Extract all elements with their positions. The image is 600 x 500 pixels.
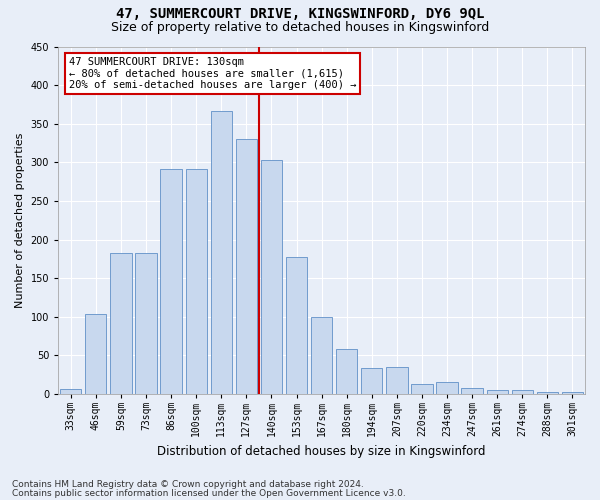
Bar <box>261 160 282 394</box>
Bar <box>110 254 131 394</box>
Text: Contains HM Land Registry data © Crown copyright and database right 2024.: Contains HM Land Registry data © Crown c… <box>12 480 364 489</box>
Bar <box>461 388 483 394</box>
Bar <box>436 382 458 394</box>
Text: 47, SUMMERCOURT DRIVE, KINGSWINFORD, DY6 9QL: 47, SUMMERCOURT DRIVE, KINGSWINFORD, DY6… <box>116 8 484 22</box>
Bar <box>336 349 358 394</box>
Bar <box>386 367 407 394</box>
Bar <box>136 254 157 394</box>
Bar <box>160 170 182 394</box>
Y-axis label: Number of detached properties: Number of detached properties <box>15 132 25 308</box>
Bar <box>562 392 583 394</box>
Bar <box>487 390 508 394</box>
Bar <box>211 110 232 394</box>
Bar <box>311 317 332 394</box>
Bar <box>60 388 82 394</box>
Bar <box>236 139 257 394</box>
Bar <box>411 384 433 394</box>
Bar <box>286 256 307 394</box>
X-axis label: Distribution of detached houses by size in Kingswinford: Distribution of detached houses by size … <box>157 444 486 458</box>
Bar <box>361 368 382 394</box>
Bar <box>512 390 533 394</box>
Bar <box>185 170 207 394</box>
Bar <box>537 392 558 394</box>
Text: Contains public sector information licensed under the Open Government Licence v3: Contains public sector information licen… <box>12 488 406 498</box>
Text: Size of property relative to detached houses in Kingswinford: Size of property relative to detached ho… <box>111 21 489 34</box>
Bar <box>85 314 106 394</box>
Text: 47 SUMMERCOURT DRIVE: 130sqm
← 80% of detached houses are smaller (1,615)
20% of: 47 SUMMERCOURT DRIVE: 130sqm ← 80% of de… <box>69 57 356 90</box>
